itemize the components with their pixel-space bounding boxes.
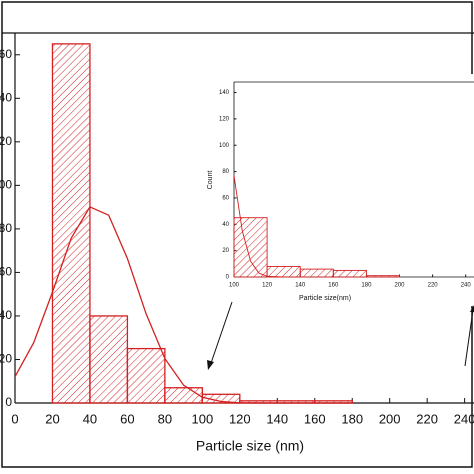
x-tick-label: 120: [262, 283, 273, 289]
x-tick-label: 120: [229, 411, 251, 426]
y-tick-label: 100: [219, 143, 230, 149]
x-tick-label: 240: [454, 411, 474, 426]
y-tick-label: 20: [222, 248, 229, 254]
y-tick-label: 80: [0, 221, 12, 235]
y-tick-label: 20: [0, 352, 12, 366]
x-tick-label: 160: [304, 411, 326, 426]
arrow: [209, 301, 233, 367]
arrows: [207, 301, 474, 370]
arrow: [464, 309, 474, 367]
x-tick-label: 180: [361, 283, 372, 289]
x-tick-label: 220: [416, 411, 438, 426]
bar: [299, 268, 334, 278]
x-tick-label: 140: [295, 283, 306, 289]
bar: [365, 275, 400, 278]
bar: [332, 269, 367, 278]
inset-y-label: Count: [207, 171, 214, 190]
y-tick-label: 60: [222, 196, 229, 202]
bar: [266, 266, 301, 278]
x-tick-label: 40: [83, 411, 97, 426]
x-tick-label: 180: [341, 411, 363, 426]
y-tick-label: 100: [0, 178, 12, 192]
bar: [89, 315, 129, 404]
bar: [51, 43, 91, 404]
x-axis-label: Particle size (nm): [196, 438, 304, 454]
inset: Particle size(nm) Count 0 20 40 60 80 100 120 1…: [204, 74, 474, 306]
y-tick-label: 40: [0, 308, 12, 322]
y-tick-label: 40: [222, 222, 229, 228]
x-tick-label: 240: [461, 283, 472, 289]
x-tick-label: 220: [428, 283, 439, 289]
y-tick-label: 80: [222, 169, 229, 175]
y-tick-label: 160: [0, 47, 12, 61]
inset-x-label: Particle size(nm): [299, 295, 351, 302]
bar: [126, 347, 166, 404]
y-tick-label: 60: [0, 265, 12, 279]
y-tick-label: 140: [0, 90, 12, 104]
x-tick-label: 20: [45, 411, 59, 426]
x-tick-label: 140: [266, 411, 288, 426]
y-tick-label: 120: [219, 116, 230, 122]
x-tick-label: 200: [379, 411, 401, 426]
x-tick-label: 0: [11, 411, 18, 426]
y-tick-label: 0: [226, 275, 230, 281]
bar: [164, 387, 203, 404]
y-tick-label: 0: [5, 395, 12, 409]
fit-curve: [233, 175, 284, 278]
y-tick-label: 140: [219, 90, 230, 96]
x-tick-label: 200: [395, 283, 406, 289]
x-tick-label: 100: [191, 411, 213, 426]
bar: [233, 217, 268, 278]
x-tick-label: 160: [328, 283, 339, 289]
x-tick-label: 60: [120, 411, 134, 426]
x-tick-label: 80: [158, 411, 172, 426]
arrow-head: [207, 360, 214, 370]
x-tick-label: 100: [229, 283, 240, 289]
fit-curve: [14, 206, 353, 404]
y-tick-label: 120: [0, 134, 12, 148]
bar: [201, 393, 241, 404]
